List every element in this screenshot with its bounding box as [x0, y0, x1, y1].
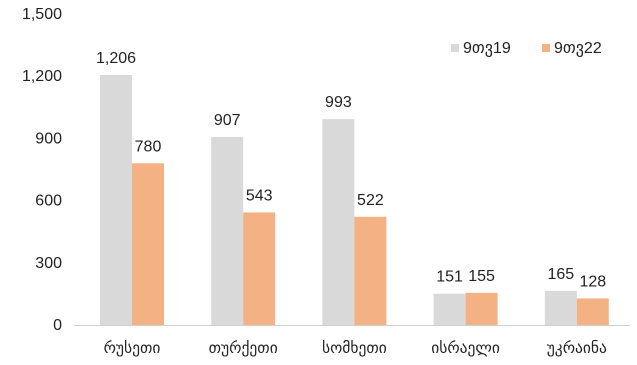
data-label: 128 [579, 273, 606, 290]
legend-label: 9თვ22 [554, 40, 602, 57]
data-label: 993 [325, 94, 352, 111]
x-category-label: უკრაინა [547, 339, 607, 357]
data-label: 780 [135, 138, 162, 155]
bar-series1 [322, 119, 355, 325]
bar-series2 [354, 216, 387, 325]
y-tick-label: 1,200 [22, 68, 62, 85]
legend-label: 9თვ19 [463, 40, 511, 57]
legend-swatch [451, 44, 459, 52]
data-label: 151 [436, 269, 463, 286]
legend: 9თვ19 9თვ22 [451, 40, 602, 57]
bar-series1 [544, 290, 577, 325]
x-category-label: თურქეთი [209, 339, 278, 357]
data-label: 1,206 [96, 50, 136, 67]
y-tick-label: 0 [53, 317, 62, 334]
data-label-layer: 1,206 907 993 151 165 780 543 522 155 128 [96, 50, 606, 291]
bar-series2 [465, 292, 498, 325]
bar-layer [100, 74, 609, 326]
legend-swatch [542, 44, 550, 52]
data-label: 155 [468, 268, 495, 285]
bar-series1 [211, 136, 244, 325]
bar-series1 [433, 293, 466, 325]
bar-series2 [576, 298, 609, 325]
data-label: 543 [246, 187, 273, 204]
data-label: 522 [357, 192, 384, 209]
y-tick-label: 300 [35, 255, 62, 272]
y-tick-label: 1,500 [22, 6, 62, 23]
x-category-label: რუსეთი [104, 339, 161, 357]
bar-series2 [243, 212, 276, 325]
data-label: 907 [214, 112, 241, 129]
bar-series1 [100, 74, 132, 326]
axis-layer: 0 300 600 900 1,200 1,500 რუსეთი თურქეთი სომხეთი… [22, 6, 630, 357]
x-category-label: ისრაელი [431, 339, 500, 357]
y-tick-label: 900 [35, 130, 62, 147]
data-label: 165 [547, 266, 574, 283]
bar-series2 [132, 163, 164, 325]
x-category-label: სომხეთი [322, 339, 387, 357]
y-tick-label: 600 [35, 193, 62, 210]
